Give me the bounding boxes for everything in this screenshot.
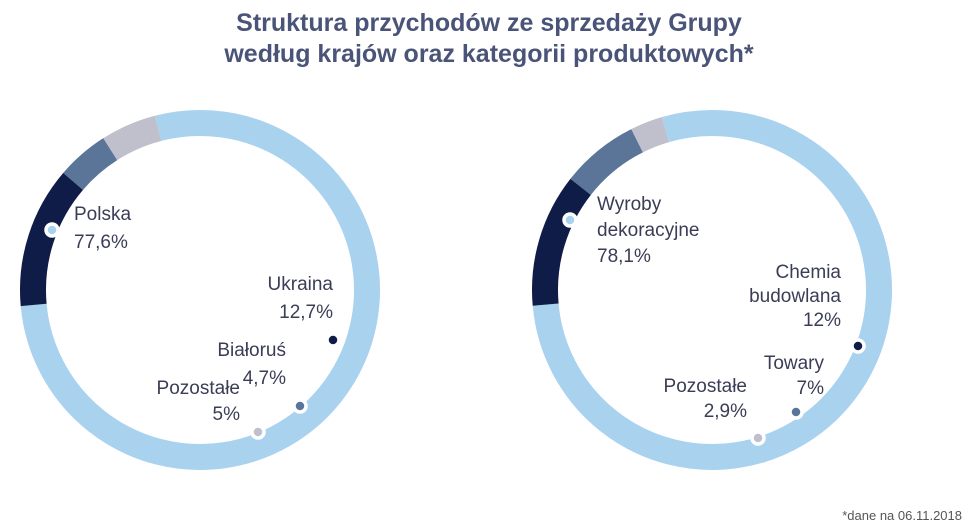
slice-pozostale xyxy=(631,117,670,153)
slice-wyroby-dekoracyjne xyxy=(532,110,892,470)
slice-marker-ukraina xyxy=(325,332,341,348)
slice-label-bialorus: Białoruś 4,7% xyxy=(217,340,286,389)
slice-marker-polska xyxy=(44,222,60,238)
slice-towary xyxy=(570,129,644,196)
slice-marker-chemia-budowlana xyxy=(850,338,866,354)
slice-marker-pozostale xyxy=(750,430,766,446)
donut-chart-categories: Wyroby dekoracyjne 78,1% Chemia budowlana 12%… xyxy=(532,110,892,470)
chart-title-line-1: Struktura przychodów ze sprzedaży Grupy xyxy=(236,9,742,37)
slice-marker-bialorus xyxy=(292,398,308,414)
slice-label-chemia-budowlana: Chemia budowlana 12% xyxy=(749,262,841,331)
slice-bialorus xyxy=(63,138,118,191)
slice-polska xyxy=(20,110,380,470)
slice-label-pozostale: Pozostałe 5% xyxy=(157,378,241,425)
slice-ukraina xyxy=(20,172,84,307)
chart-title: Struktura przychodów ze sprzedaży Grupy … xyxy=(0,8,978,70)
chart-title-line-2: według krajów oraz kategorii produktowyc… xyxy=(224,40,754,68)
slice-label-pozostale: Pozostałe 2,9% xyxy=(664,376,748,422)
slice-marker-towary xyxy=(788,404,804,420)
slice-label-polska: Polska 77,6% xyxy=(74,204,131,253)
slice-marker-wyroby-dekoracyjne xyxy=(562,212,578,228)
slice-chemia-budowlana xyxy=(532,178,592,306)
slice-label-wyroby-dekoracyjne: Wyroby dekoracyjne 78,1% xyxy=(597,194,699,267)
slice-marker-pozostale xyxy=(250,424,266,440)
slice-label-towary: Towary 7% xyxy=(764,353,825,399)
footnote: *dane na 06.11.2018 xyxy=(842,508,962,523)
donut-chart-countries: Polska 77,6% Ukraina 12,7% Białoruś 4,7%Pozos… xyxy=(20,110,380,470)
slice-pozostale xyxy=(103,115,162,161)
slice-label-ukraina: Ukraina 12,7% xyxy=(268,274,334,323)
